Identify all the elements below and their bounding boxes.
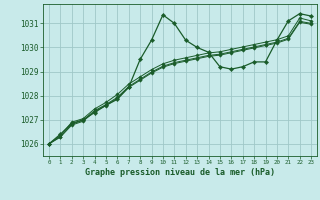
X-axis label: Graphe pression niveau de la mer (hPa): Graphe pression niveau de la mer (hPa) (85, 168, 275, 177)
